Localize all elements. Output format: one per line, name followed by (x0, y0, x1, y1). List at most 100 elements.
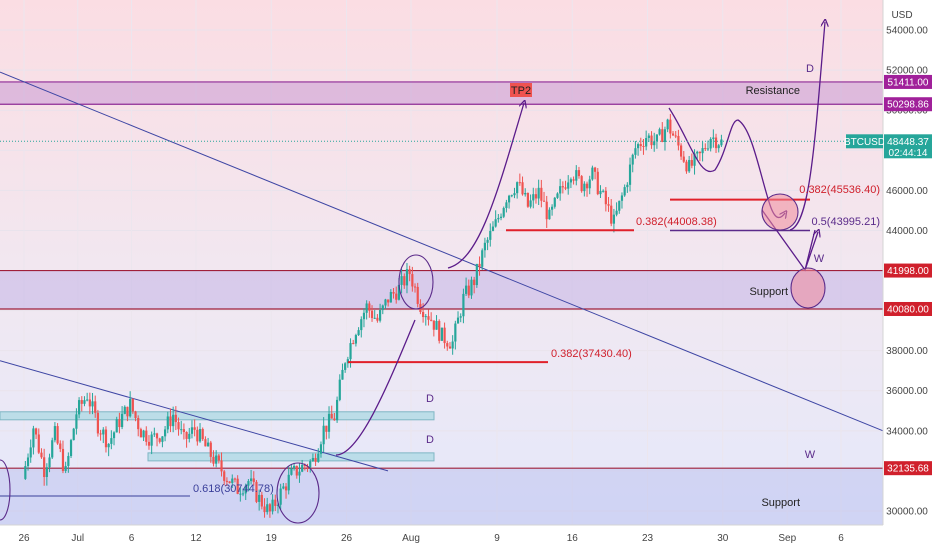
candle-body (389, 292, 392, 303)
time-axis-background (0, 525, 932, 550)
candle-body (561, 186, 564, 188)
time-tick-label: 26 (18, 533, 30, 544)
price-tick-label: 44000.00 (886, 226, 928, 237)
candle-body (653, 141, 656, 146)
candle-body (559, 186, 562, 194)
candle-body (333, 418, 336, 421)
zones (0, 81, 883, 525)
candle-body (577, 170, 581, 177)
candle-body (411, 274, 414, 287)
candle-body (115, 419, 118, 433)
candle-body (314, 457, 317, 462)
resistance-zone (0, 81, 883, 105)
candle-body (470, 279, 473, 296)
candle-body (661, 129, 664, 142)
candle-body (166, 416, 169, 430)
candle-body (303, 464, 306, 467)
candle-body (180, 429, 183, 431)
candle-body (395, 293, 398, 300)
candle-body (88, 399, 91, 407)
candle-body (658, 129, 661, 135)
candle-body (572, 179, 575, 181)
candle-body (209, 442, 212, 457)
candle-body (575, 170, 578, 181)
time-tick-label: 23 (642, 533, 654, 544)
candle-body (99, 433, 102, 435)
fib-37430-label: 0.382(37430.40) (551, 348, 632, 360)
candle-body (438, 320, 441, 341)
projection-path-tp2 (447, 103, 524, 269)
candle-body (129, 398, 132, 417)
candle-body (284, 486, 288, 491)
candle-body (642, 146, 645, 148)
candle-body (599, 190, 602, 195)
candle-body (685, 161, 688, 172)
candle-body (537, 187, 540, 199)
price-axis[interactable]: 30000.0032000.0034000.0036000.0038000.00… (844, 26, 932, 518)
candle-body (688, 160, 691, 172)
candle-body (341, 369, 344, 380)
candle-body (427, 316, 430, 320)
candle-body (155, 433, 159, 439)
candle-body (287, 474, 290, 491)
candle-body (231, 478, 234, 483)
candle-body (346, 359, 349, 364)
candle-body (467, 285, 470, 296)
candle-body (376, 317, 379, 321)
consolidation-box-lower (147, 452, 435, 462)
candle-body (150, 434, 153, 446)
symbol-tag: BTCUSD (844, 137, 885, 148)
candle-body (134, 411, 137, 419)
candle-body (550, 206, 554, 210)
time-axis[interactable]: 26 Jul 6 12 19 26 Aug 9 16 23 30 Sep 6 (18, 533, 844, 544)
candle-body (215, 455, 218, 464)
candle-body (378, 310, 382, 321)
target-circle-fib (761, 193, 799, 231)
candle-body (292, 465, 296, 469)
candle-body (540, 187, 543, 201)
candle-body (435, 320, 438, 330)
candle-body (110, 438, 113, 444)
candle-body (548, 209, 551, 220)
candle-body (424, 316, 427, 318)
candle-body (362, 312, 366, 320)
candle-body (365, 303, 368, 313)
candle-body (669, 119, 672, 134)
candle-body (83, 400, 86, 404)
time-tick-label: Jul (71, 533, 84, 544)
price-tick-label: 52000.00 (886, 66, 928, 77)
candle-body (505, 202, 508, 209)
candle-body (516, 182, 519, 194)
candle-body (40, 452, 43, 458)
candle-body (481, 250, 484, 267)
candle-body (29, 447, 32, 458)
candle-body (413, 286, 417, 288)
candle-body (327, 413, 331, 432)
candle-body (604, 190, 607, 205)
candle-body (679, 145, 683, 157)
candle-body (666, 119, 669, 130)
last-price-tag: 48448.37 (887, 137, 929, 148)
candle-body (448, 346, 452, 349)
candle-body (454, 323, 457, 342)
candle-body (524, 192, 527, 195)
projection-path-breakout (789, 22, 825, 231)
candle-body (174, 414, 177, 423)
candle-body (126, 406, 129, 417)
candle-body (319, 444, 323, 454)
candle-body (709, 138, 712, 149)
candle-body (634, 148, 637, 155)
price-tick-label: 36000.00 (886, 386, 928, 397)
candle-body (405, 269, 409, 286)
d-label-mid2: D (426, 434, 434, 446)
candle-body (43, 457, 46, 478)
time-tick-label: 6 (838, 533, 844, 544)
candle-body (145, 430, 148, 442)
support-zone (0, 270, 883, 309)
candle-body (631, 154, 634, 165)
level-tag-bg (884, 97, 932, 112)
candle-body (384, 299, 387, 306)
fib-618-label: 0.618(30744.78) (193, 483, 274, 495)
candle-body (502, 208, 505, 217)
candle-body (368, 303, 371, 311)
